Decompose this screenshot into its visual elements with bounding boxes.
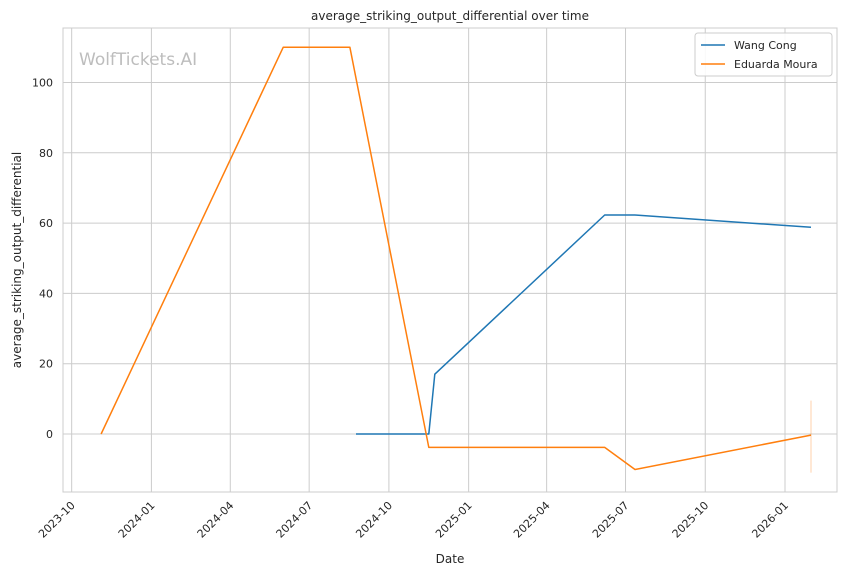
series-layer (100, 46, 812, 473)
y-tick-label: 60 (39, 217, 53, 230)
legend-box (694, 32, 833, 77)
watermark-text: WolfTickets.AI (79, 50, 197, 70)
chart-title: average_striking_output_differential ove… (311, 9, 589, 23)
legend: Wang Cong Eduarda Moura (694, 32, 833, 77)
series-line-1 (100, 46, 812, 471)
y-tick-label: 40 (39, 287, 53, 300)
legend-label: Wang Cong (734, 39, 797, 52)
x-axis-title: Date (436, 552, 465, 566)
series-line-0 (356, 214, 812, 435)
y-tick-label: 20 (39, 358, 53, 371)
y-tick-label: 100 (32, 76, 53, 89)
legend-label: Eduarda Moura (734, 58, 818, 71)
grid-lines (63, 28, 837, 492)
plot-area-frame (62, 27, 838, 493)
y-tick-label: 0 (46, 428, 53, 441)
y-axis-title: average_striking_output_differential (10, 152, 24, 368)
y-axis-ticks: 0 20 40 60 80 100 (32, 76, 53, 441)
y-tick-label: 80 (39, 147, 53, 160)
